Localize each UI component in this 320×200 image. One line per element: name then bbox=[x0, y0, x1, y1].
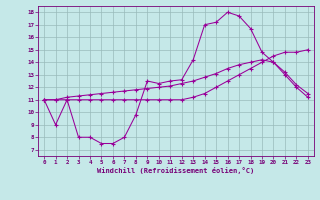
X-axis label: Windchill (Refroidissement éolien,°C): Windchill (Refroidissement éolien,°C) bbox=[97, 167, 255, 174]
